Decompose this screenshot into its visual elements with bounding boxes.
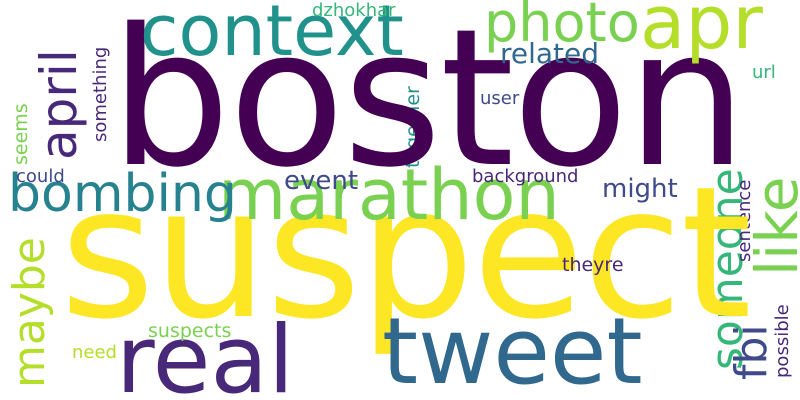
word-seems: seems xyxy=(10,103,32,165)
word-boston: boston xyxy=(110,0,747,209)
word-user: user xyxy=(480,88,520,109)
word-april: april xyxy=(30,49,88,160)
word-background: background xyxy=(472,166,579,187)
word-context: context xyxy=(140,0,404,72)
word-like: like xyxy=(743,176,800,276)
word-something: something xyxy=(90,46,111,142)
word-possible: possible xyxy=(772,304,793,378)
word-real: real xyxy=(116,306,295,400)
word-related: related xyxy=(500,37,600,70)
word-bombing: bombing xyxy=(8,164,237,224)
word-apr: apr xyxy=(640,0,763,66)
word-need: need xyxy=(72,342,117,363)
word-theyre: theyre xyxy=(562,254,624,276)
word-suspect: suspect xyxy=(60,147,752,359)
word-photo: photo xyxy=(484,0,640,54)
word-tweet: tweet xyxy=(382,298,643,400)
word-marathon: marathon xyxy=(218,154,560,236)
word-event: event xyxy=(284,166,359,196)
word-could: could xyxy=(16,166,65,187)
word-might: might xyxy=(602,174,678,204)
word-maybe: maybe xyxy=(4,237,55,388)
word-suspects: suspects xyxy=(148,320,232,342)
word-url: url xyxy=(752,62,776,83)
word-dzhokhar: dzhokhar xyxy=(312,0,396,21)
